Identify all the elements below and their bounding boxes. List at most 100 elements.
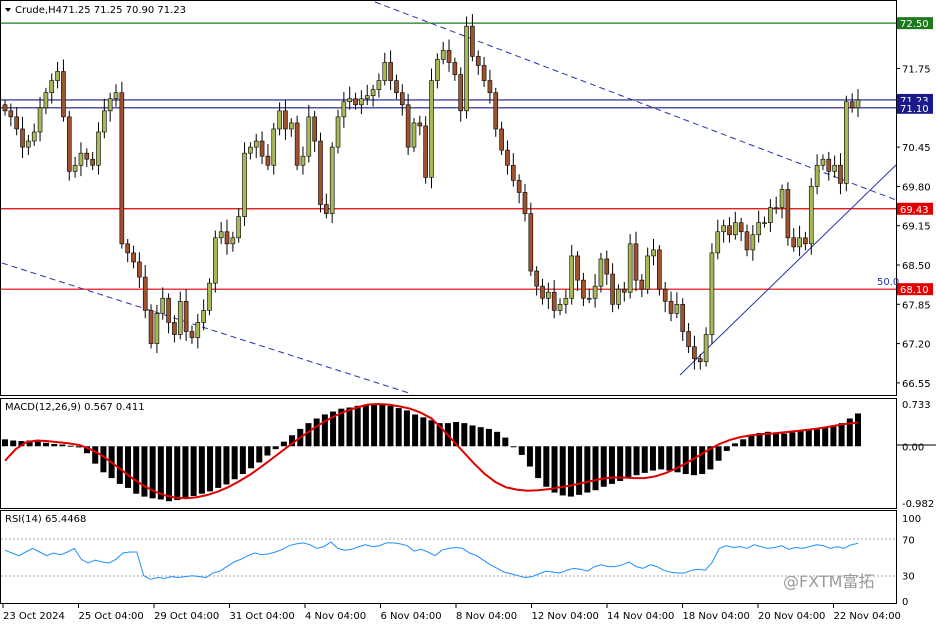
candle-body (703, 334, 709, 363)
candle-body (277, 110, 282, 130)
macd-panel-frame (0, 398, 897, 509)
macd-bar (207, 446, 214, 492)
candle-body (844, 101, 849, 184)
macd-bar (116, 446, 123, 484)
macd-bar (764, 431, 771, 447)
macd-bar (485, 428, 492, 447)
rsi-line (4, 541, 859, 580)
candle-body (271, 128, 277, 166)
time-tick-label: 18 Nov 04:00 (683, 611, 750, 622)
candle-body (633, 243, 639, 281)
candle-body (721, 225, 726, 233)
macd-bar (658, 446, 665, 470)
candle-body (66, 116, 72, 172)
candle-body (657, 249, 662, 290)
macd-bar (100, 446, 107, 473)
candle-body (598, 258, 604, 287)
candle-body (692, 346, 697, 360)
candle-body (49, 80, 55, 93)
macd-bar (198, 446, 205, 494)
macd-bar (822, 427, 829, 447)
macd-bar (846, 418, 853, 447)
candle-body (616, 288, 621, 305)
macd-bar (690, 446, 697, 476)
candle-body (353, 98, 358, 106)
macd-bar (641, 446, 648, 473)
time-tick-label: 25 Oct 04:00 (79, 611, 144, 622)
candle-body (341, 101, 347, 118)
time-tick-label: 12 Nov 04:00 (532, 611, 599, 622)
macd-bar (608, 446, 615, 484)
trendline-support[interactable] (679, 164, 897, 376)
macd-bar (781, 433, 788, 447)
macd-bar (157, 446, 164, 500)
candle-body (429, 80, 434, 178)
candle-body (265, 155, 271, 166)
candle-body (154, 313, 160, 344)
candle-body (440, 50, 446, 60)
candle-body (581, 279, 586, 299)
rsi-tick-label: 30 (902, 572, 915, 583)
candle-body (481, 65, 487, 81)
candle-body (300, 155, 306, 166)
candle-body (96, 131, 101, 166)
candle-body (405, 104, 411, 148)
candle-body (37, 107, 43, 133)
candle-body (849, 101, 855, 109)
rsi-axis: 100 70 30 0 (902, 514, 921, 608)
macd-bar (223, 446, 230, 485)
macd-bar (272, 446, 279, 450)
price-tick-label: 71.75 (902, 65, 931, 76)
candle-body (586, 297, 592, 300)
macd-bar (34, 441, 41, 447)
macd-bar (412, 414, 419, 447)
candle-body (604, 258, 610, 275)
macd-bar (838, 423, 845, 447)
time-tick-label: 8 Nov 04:00 (456, 611, 517, 622)
macd-bar (92, 446, 99, 464)
candle-body (493, 92, 499, 130)
time-tick-label: 23 Oct 2024 (3, 611, 65, 622)
candle-body (382, 62, 388, 81)
macd-bar (313, 418, 320, 447)
macd-bar (855, 413, 861, 447)
candle-body (160, 297, 166, 314)
candle-body (563, 297, 569, 305)
candle-body (610, 273, 615, 305)
macd-bar (592, 446, 599, 491)
candle-body (113, 92, 119, 100)
trendline-dashed-lower[interactable] (1, 262, 413, 395)
level-badge-label: 71.23 (900, 96, 929, 107)
candle-body (785, 189, 791, 239)
candle-body (335, 116, 341, 148)
macd-bar (502, 437, 509, 447)
candle-body (283, 110, 288, 130)
level-badge (897, 283, 933, 296)
time-tick-label: 22 Nov 04:00 (834, 611, 901, 622)
candle-body (242, 152, 247, 217)
candle-body (627, 243, 633, 293)
macd-bar (330, 411, 337, 447)
candle-body (838, 164, 843, 184)
macd-bar (436, 423, 443, 447)
macd-bar (231, 446, 238, 480)
candle-body (417, 122, 423, 127)
level-badge-label: 69.43 (900, 205, 929, 216)
candle-body (464, 25, 469, 112)
candle-body (31, 131, 37, 142)
price-tick-label: 70.45 (902, 143, 931, 154)
candle-body (312, 116, 317, 142)
time-tick-label: 31 Oct 04:00 (230, 611, 295, 622)
candle-body (183, 300, 189, 332)
candle-body (475, 56, 481, 66)
trendline-dashed-upper[interactable] (374, 1, 897, 201)
candle-body (803, 237, 808, 245)
rsi-panel-frame (0, 510, 897, 604)
candle-body (750, 234, 756, 251)
macd-bar (321, 414, 328, 447)
macd-tick-label: 0.00 (902, 442, 924, 453)
macd-bar (477, 427, 484, 447)
macd-bar (600, 446, 607, 487)
dropdown-triangle-icon[interactable] (5, 8, 11, 12)
